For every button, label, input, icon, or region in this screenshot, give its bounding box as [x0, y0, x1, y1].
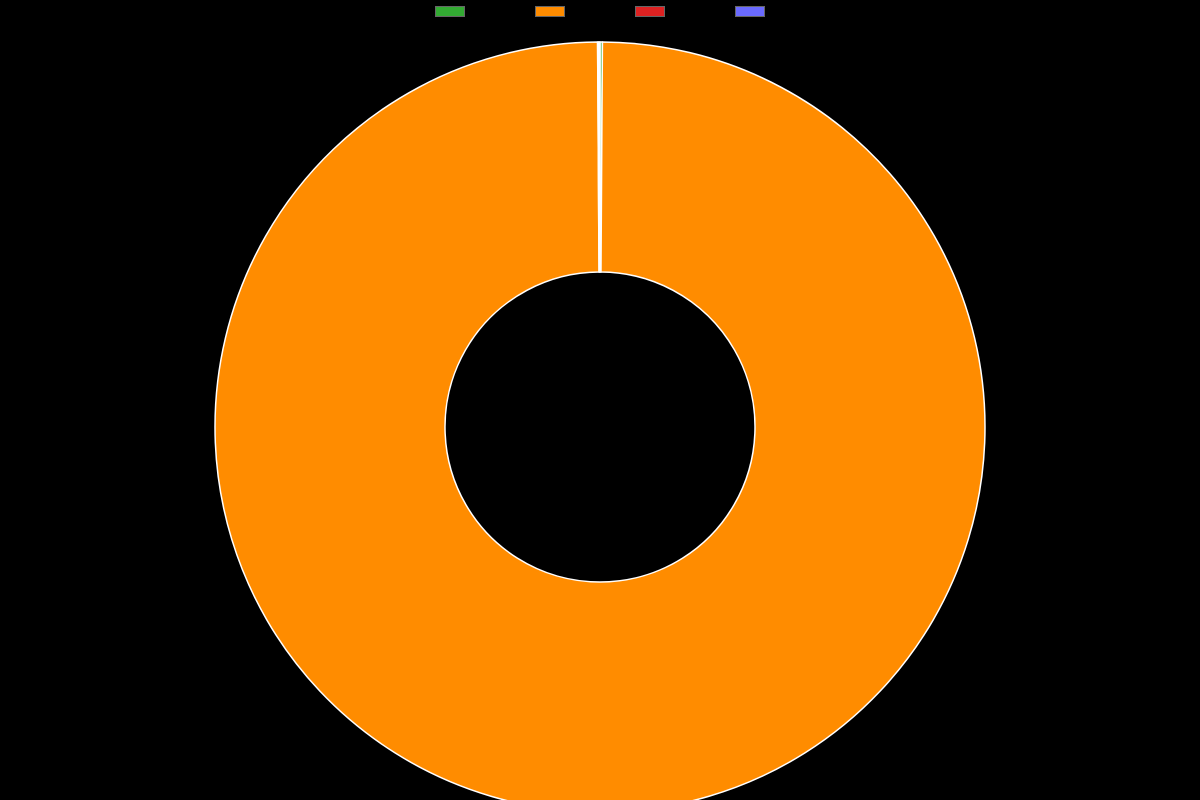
donut-slice [599, 42, 600, 272]
donut-chart [0, 18, 1200, 800]
legend-swatch [635, 6, 665, 17]
legend [0, 6, 1200, 17]
legend-swatch [435, 6, 465, 17]
chart-container [0, 0, 1200, 800]
legend-swatch [535, 6, 565, 17]
legend-swatch [735, 6, 765, 17]
donut-svg [0, 18, 1200, 800]
